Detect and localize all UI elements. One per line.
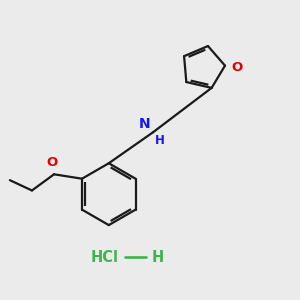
Text: H: H bbox=[154, 134, 164, 147]
Text: HCl: HCl bbox=[91, 250, 119, 265]
Text: O: O bbox=[46, 156, 57, 169]
Text: N: N bbox=[139, 117, 151, 131]
Text: H: H bbox=[152, 250, 164, 265]
Text: O: O bbox=[232, 61, 243, 74]
